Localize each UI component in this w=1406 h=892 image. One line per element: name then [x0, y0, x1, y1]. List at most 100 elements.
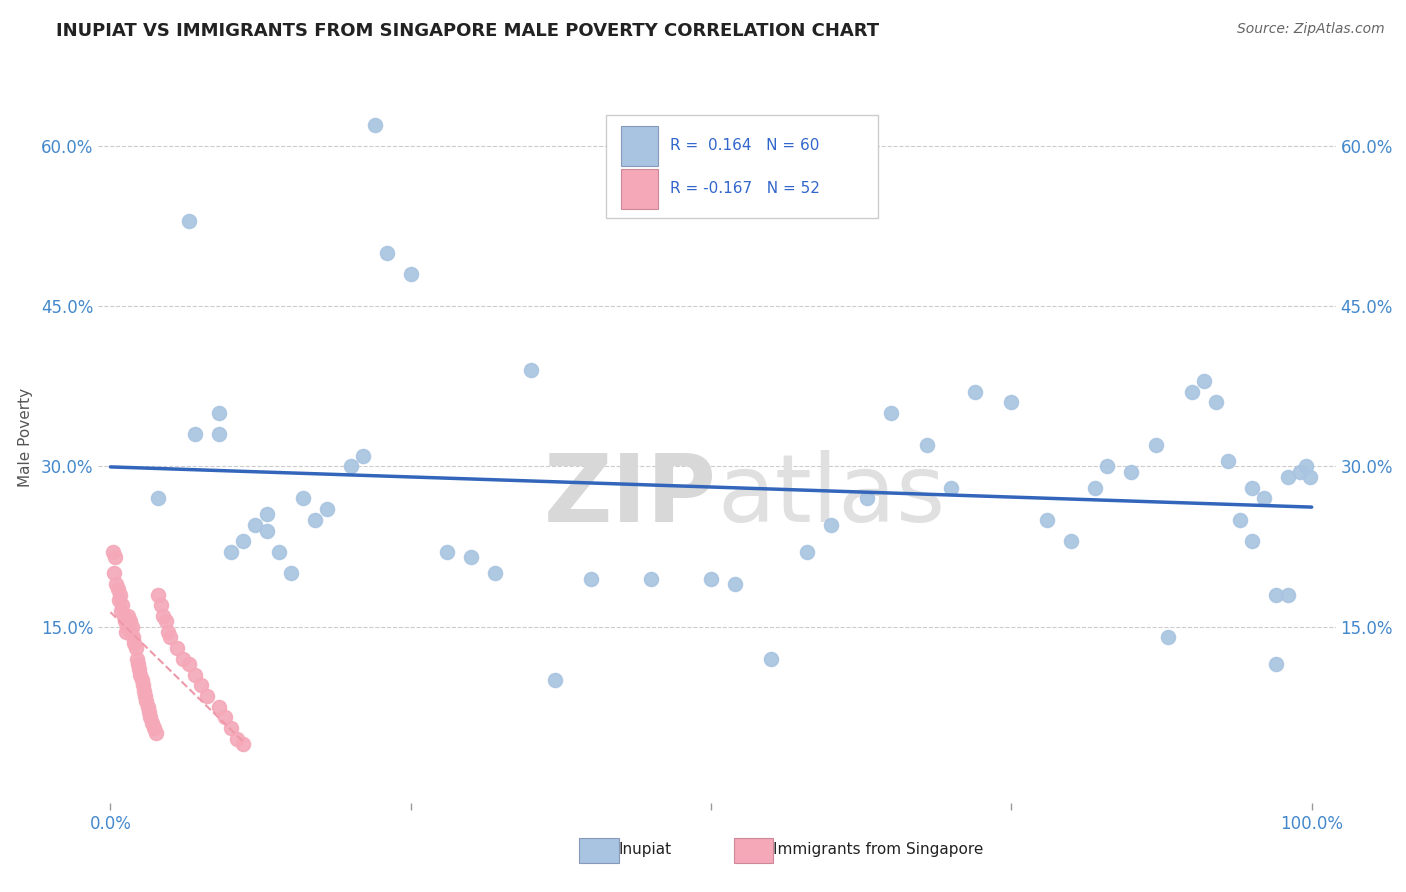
- Point: [172, 651, 194, 665]
- Point: [399, 267, 422, 281]
- Point: [243, 518, 266, 533]
- Point: [544, 673, 567, 687]
- Point: [1205, 395, 1227, 409]
- Point: [917, 438, 939, 452]
- Text: INUPIAT VS IMMIGRANTS FROM SINGAPORE MALE POVERTY CORRELATION CHART: INUPIAT VS IMMIGRANTS FROM SINGAPORE MAL…: [56, 22, 879, 40]
- Point: [256, 524, 278, 538]
- Point: [166, 640, 188, 655]
- Point: [127, 657, 149, 671]
- Bar: [620, 126, 658, 166]
- Point: [820, 518, 842, 533]
- Point: [1253, 491, 1275, 506]
- Point: [1299, 470, 1322, 484]
- Point: [118, 614, 141, 628]
- Point: [120, 624, 142, 639]
- Point: [484, 566, 506, 581]
- Point: [700, 572, 723, 586]
- Point: [117, 619, 139, 633]
- Point: [112, 609, 135, 624]
- Text: atlas: atlas: [717, 450, 945, 541]
- Point: [1240, 481, 1263, 495]
- Point: [256, 508, 278, 522]
- Point: [108, 593, 131, 607]
- Text: Immigrants from Singapore: Immigrants from Singapore: [773, 842, 984, 856]
- Point: [114, 614, 136, 628]
- Text: ZIP: ZIP: [544, 450, 717, 541]
- Point: [856, 491, 879, 506]
- Point: [225, 731, 247, 746]
- Point: [232, 737, 254, 751]
- Point: [880, 406, 903, 420]
- Point: [148, 588, 170, 602]
- Point: [132, 678, 155, 692]
- Point: [219, 545, 242, 559]
- Point: [111, 599, 134, 613]
- Point: [145, 726, 167, 740]
- Point: [195, 689, 218, 703]
- Point: [148, 491, 170, 506]
- Point: [183, 667, 205, 681]
- Point: [131, 673, 153, 687]
- Point: [315, 502, 337, 516]
- Point: [1036, 513, 1059, 527]
- Point: [280, 566, 302, 581]
- Point: [138, 705, 160, 719]
- Point: [1097, 459, 1119, 474]
- Point: [759, 651, 782, 665]
- Point: [125, 651, 148, 665]
- Point: [129, 667, 152, 681]
- Point: [1277, 470, 1299, 484]
- Point: [122, 630, 145, 644]
- FancyBboxPatch shape: [606, 115, 877, 218]
- Point: [579, 572, 602, 586]
- Point: [1295, 459, 1317, 474]
- Point: [1144, 438, 1167, 452]
- Point: [141, 715, 163, 730]
- Point: [103, 566, 125, 581]
- Point: [157, 624, 180, 639]
- Y-axis label: Male Poverty: Male Poverty: [18, 387, 32, 487]
- Point: [124, 640, 146, 655]
- Point: [339, 459, 361, 474]
- Text: Inupiat: Inupiat: [619, 842, 672, 856]
- Point: [159, 630, 181, 644]
- Point: [128, 662, 150, 676]
- Point: [152, 609, 174, 624]
- Point: [1240, 534, 1263, 549]
- Point: [214, 710, 236, 724]
- Point: [352, 449, 374, 463]
- Point: [135, 694, 157, 708]
- Point: [232, 534, 254, 549]
- Point: [1060, 534, 1083, 549]
- Point: [155, 614, 177, 628]
- Point: [104, 550, 127, 565]
- Text: R = -0.167   N = 52: R = -0.167 N = 52: [671, 181, 820, 196]
- Point: [1121, 465, 1143, 479]
- Text: R =  0.164   N = 60: R = 0.164 N = 60: [671, 138, 820, 153]
- Point: [1156, 630, 1178, 644]
- Point: [139, 710, 162, 724]
- Point: [136, 699, 159, 714]
- Point: [108, 588, 131, 602]
- Point: [375, 246, 398, 260]
- Point: [941, 481, 963, 495]
- Text: Source: ZipAtlas.com: Source: ZipAtlas.com: [1237, 22, 1385, 37]
- Point: [1084, 481, 1107, 495]
- Point: [1264, 657, 1286, 671]
- Point: [142, 721, 165, 735]
- Point: [1288, 465, 1310, 479]
- Point: [177, 657, 200, 671]
- Point: [101, 545, 124, 559]
- Point: [1192, 374, 1215, 388]
- Point: [640, 572, 662, 586]
- Point: [110, 604, 132, 618]
- Point: [436, 545, 458, 559]
- Point: [520, 363, 543, 377]
- Point: [1229, 513, 1251, 527]
- Point: [117, 609, 139, 624]
- Point: [1264, 588, 1286, 602]
- Point: [177, 214, 200, 228]
- Point: [115, 624, 138, 639]
- Point: [190, 678, 212, 692]
- Point: [460, 550, 482, 565]
